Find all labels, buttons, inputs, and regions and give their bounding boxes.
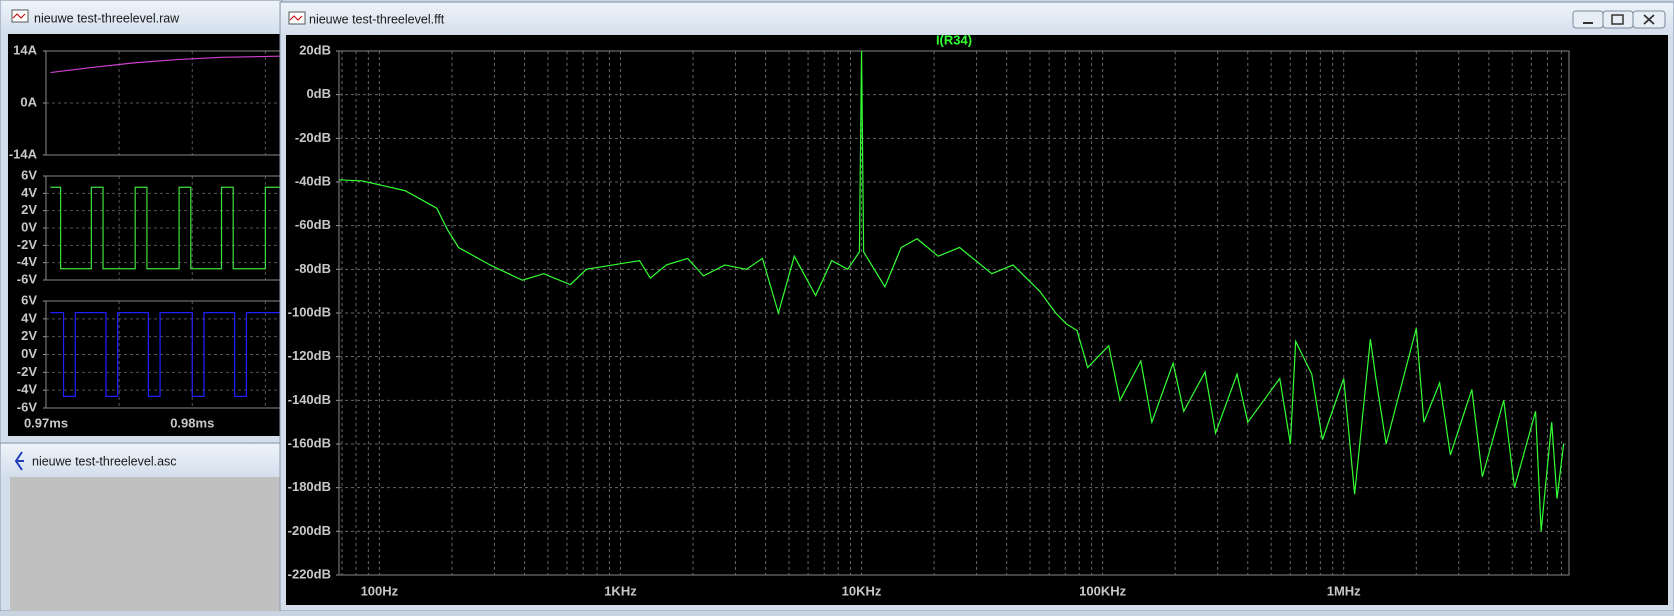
window-icon (11, 9, 29, 23)
y-tick-label: 2V (21, 328, 37, 343)
icon-wave (289, 15, 303, 21)
x-tick-label: 1KHz (604, 583, 637, 598)
y-tick-label: 0A (20, 94, 37, 109)
y-tick-label: -14A (9, 146, 38, 161)
title-bar[interactable] (1, 444, 281, 475)
y-tick-label: 4V (21, 185, 37, 200)
y-tick-label: 20dB (299, 42, 331, 57)
x-tick-label: 10KHz (842, 583, 882, 598)
x-tick-label: 100KHz (1079, 583, 1126, 598)
y-tick-label: -140dB (288, 392, 331, 407)
y-tick-label: -220dB (288, 566, 331, 581)
y-tick-label: -160dB (288, 435, 331, 450)
x-tick-label: 100Hz (361, 583, 399, 598)
y-tick-label: 14A (13, 42, 37, 57)
y-tick-label: 0V (21, 346, 37, 361)
window-title: nieuwe test-threelevel.fft (309, 12, 445, 26)
plot-area (8, 34, 282, 436)
axes-frame (45, 175, 280, 281)
maximize-button[interactable] (1602, 10, 1634, 29)
y-tick-label: -40dB (295, 173, 331, 188)
y-tick-label: 2V (21, 202, 37, 217)
title-bar[interactable] (281, 3, 1673, 34)
window-icon (14, 451, 24, 471)
x-tick-label: 0.97ms (24, 415, 68, 430)
y-tick-label: -80dB (295, 261, 331, 276)
asc-window[interactable]: nieuwe test-threelevel.asc (0, 442, 283, 612)
schematic-area (10, 477, 282, 611)
y-tick-label: -180dB (288, 479, 331, 494)
raw-plots: 14A 0A -14A 6V 4V 2V 0V -2V -4V -6V 6V 4V 2V 0V -2V -4V… (9, 42, 280, 430)
axes-frame (338, 50, 1570, 576)
y-tick-label: 0V (21, 219, 37, 234)
y-tick-label: -6V (17, 271, 38, 286)
maximize-glyph (1611, 14, 1624, 25)
y-tick-label: -20dB (295, 130, 331, 145)
x-tick-label: 1MHz (1327, 583, 1361, 598)
icon-wave (12, 13, 26, 19)
raw-window[interactable]: nieuwe test-threelevel.raw 14A 0A -14A 6V 4V… (0, 0, 283, 444)
y-tick-label: 6V (21, 292, 37, 307)
title-bar[interactable] (1, 1, 281, 32)
y-tick-label: -4V (17, 382, 38, 397)
window-icon (288, 11, 306, 25)
window-title: nieuwe test-threelevel.raw (34, 11, 180, 25)
y-tick-label: -2V (17, 364, 38, 379)
x-tick-label: 0.98ms (170, 415, 214, 430)
trace (50, 311, 280, 398)
close-glyph (1643, 14, 1655, 25)
axes-frame (45, 300, 280, 409)
trace (50, 186, 280, 270)
y-tick-label: -120dB (288, 348, 331, 363)
y-tick-label: -4V (17, 254, 38, 269)
y-tick-label: 0dB (306, 86, 331, 101)
fft-window[interactable]: nieuwe test-threelevel.fft 20dB 0dB -20dB -… (279, 1, 1674, 612)
fft-plot: 20dB 0dB -20dB -40dB -60dB -80dB -100dB -120dB -… (288, 32, 1570, 598)
y-tick-label: -6V (17, 399, 38, 414)
y-tick-label: -2V (17, 237, 38, 252)
trace (50, 55, 280, 74)
trace (338, 50, 1565, 532)
y-tick-label: -200dB (288, 523, 331, 538)
y-tick-label: -100dB (288, 304, 331, 319)
y-tick-label: -60dB (295, 217, 331, 232)
trace-name: I(R34) (936, 32, 972, 47)
minimize-button[interactable] (1572, 10, 1604, 29)
window-title: nieuwe test-threelevel.asc (32, 454, 177, 468)
y-tick-label: 4V (21, 310, 37, 325)
y-tick-label: 6V (21, 167, 37, 182)
axes-frame (45, 50, 280, 156)
